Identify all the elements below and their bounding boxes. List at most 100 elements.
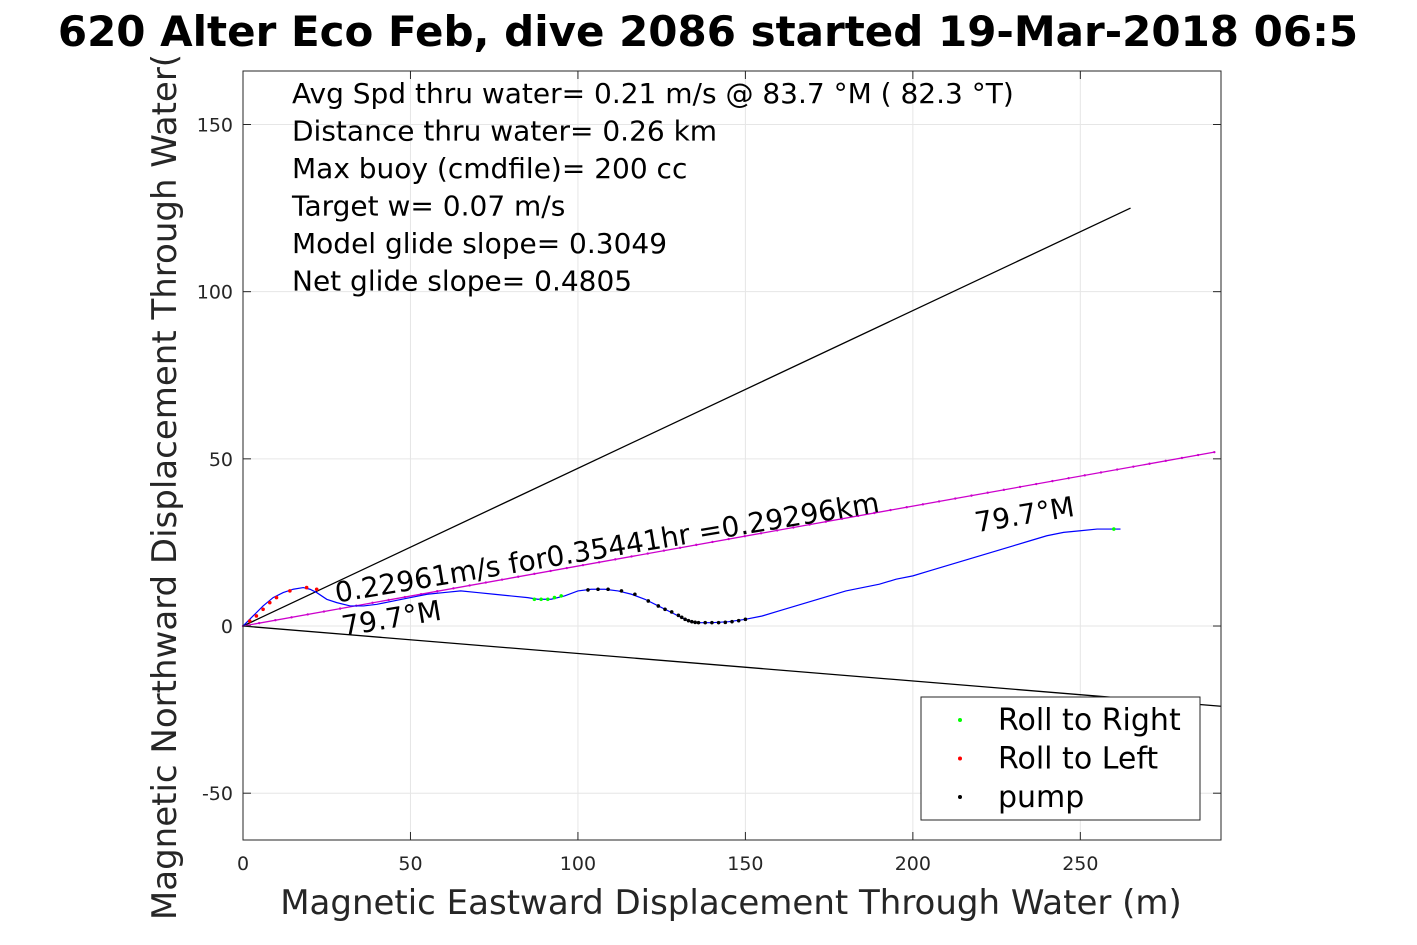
point-pump [723, 620, 728, 625]
course-marker [840, 517, 844, 521]
course-marker [338, 607, 342, 610]
course-marker [581, 563, 585, 567]
point-pump [683, 617, 687, 622]
chart-title: 620 Alter Eco Feb, dive 2086 started 19-… [58, 7, 1358, 56]
y-tick-label: 150 [197, 114, 233, 136]
info-line: Max buoy (cmdfile)= 200 cc [292, 152, 687, 185]
legend-label: pump [998, 780, 1084, 815]
reference-line [242, 207, 1131, 627]
axis-ticks: 0 50 100 150 200 250 -50 0 50 100 150 [197, 71, 1221, 875]
track-line [242, 528, 1121, 627]
y-axis-label: Magnetic Northward Displacement Through … [145, 54, 185, 920]
course-marker [419, 592, 423, 596]
point-pump [669, 610, 674, 614]
legend-box [920, 696, 1201, 821]
point-roll-to-left [314, 587, 319, 592]
point-pump [730, 619, 734, 624]
course-marker [436, 590, 439, 593]
course-marker [274, 619, 277, 622]
point-pump [696, 620, 701, 625]
course-marker [403, 595, 407, 599]
info-line: Net glide slope= 0.4805 [292, 265, 632, 298]
point-pump [633, 592, 637, 597]
course-marker [597, 561, 601, 564]
course-marker [1148, 462, 1151, 465]
annotation-text: 79.7°M [972, 490, 1077, 539]
course-marker [500, 578, 504, 581]
point-roll-to-left [247, 619, 252, 623]
annotations: 0.22961m/s for0.35441hr =0.29296km 79.7°M… [332, 486, 1076, 643]
x-tick-label: 0 [237, 853, 249, 875]
course-marker [1099, 471, 1103, 474]
point-roll-to-left [274, 595, 279, 600]
course-marker [776, 529, 779, 532]
point-roll-to-right [559, 594, 563, 598]
point-pump [619, 589, 624, 593]
course-marker [662, 549, 666, 552]
course-marker [970, 494, 973, 497]
course-marker [468, 584, 471, 587]
point-pump [716, 620, 721, 625]
course-marker [1196, 453, 1200, 457]
course-marker [1035, 482, 1038, 486]
point-roll-to-left [261, 607, 265, 612]
course-marker [873, 511, 876, 515]
course-marker [646, 552, 649, 555]
info-line: Model glide slope= 0.3049 [292, 227, 667, 260]
course-marker [1067, 477, 1070, 480]
point-pump [703, 620, 708, 625]
info-line: Avg Spd thru water= 0.21 m/s @ 83.7 °M (… [292, 77, 1014, 110]
course-marker [565, 566, 568, 570]
x-tick-label: 150 [727, 853, 763, 875]
y-tick-label: -50 [202, 783, 233, 805]
point-roll-to-right [552, 595, 557, 600]
point-roll-to-right [545, 597, 550, 602]
course-marker [824, 520, 827, 523]
course-marker [808, 523, 811, 526]
course-marker [322, 610, 326, 613]
point-pump [686, 618, 691, 623]
point-roll-to-left [267, 600, 272, 605]
course-marker [743, 534, 747, 538]
course-marker [792, 526, 795, 529]
point-pump [679, 615, 684, 620]
x-tick-label: 50 [398, 853, 422, 875]
dive-track [242, 528, 1121, 627]
course-marker [257, 621, 261, 625]
course-marker [954, 497, 957, 500]
course-marker [1115, 468, 1119, 471]
course-marker [889, 508, 892, 512]
course-marker [937, 500, 941, 503]
x-tick-label: 100 [560, 853, 596, 875]
course-marker [614, 558, 617, 561]
course-marker [1051, 479, 1054, 483]
grid-lines [242, 71, 1221, 840]
point-roll-to-left [304, 585, 309, 590]
course-marker [1180, 456, 1184, 460]
course-marker [856, 514, 860, 518]
course-marker [986, 491, 989, 494]
legend-marker [958, 795, 962, 799]
y-tick-label: 100 [197, 282, 233, 304]
point-roll-to-left [288, 589, 292, 593]
course-marker [306, 613, 309, 616]
course-marker [452, 587, 455, 590]
course-marker [1213, 450, 1216, 454]
course-marker [905, 506, 908, 509]
legend-marker [958, 718, 962, 722]
point-pump [710, 620, 714, 625]
point-pump [690, 619, 694, 624]
point-pump [736, 618, 741, 623]
course-marker [630, 555, 633, 558]
point-pump [693, 620, 697, 625]
info-line: Target w= 0.07 m/s [291, 190, 565, 223]
point-pump [586, 588, 590, 592]
point-pump [743, 617, 748, 622]
course-marker [1132, 465, 1135, 468]
course-marker [517, 575, 520, 578]
course-marker [759, 532, 763, 535]
point-pump [646, 599, 651, 603]
course-marker [711, 540, 714, 544]
